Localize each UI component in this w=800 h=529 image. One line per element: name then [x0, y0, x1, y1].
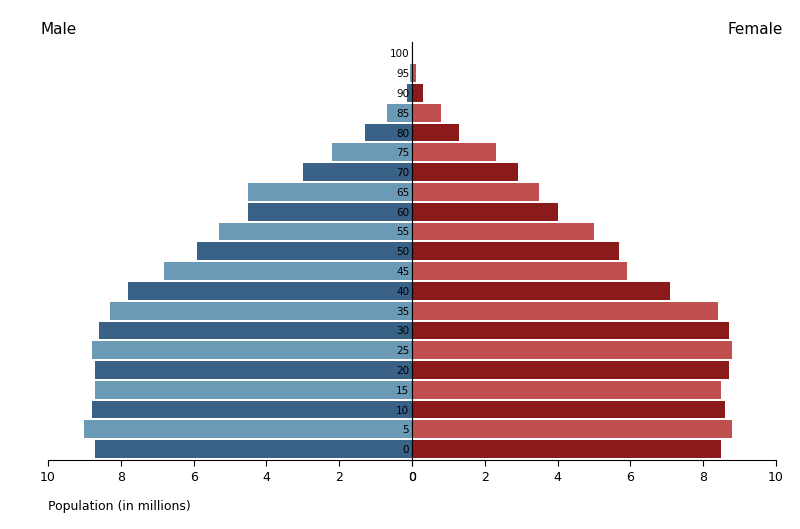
Bar — [332, 143, 412, 161]
Bar — [92, 341, 412, 359]
Bar — [99, 322, 412, 339]
Text: Population (in millions): Population (in millions) — [48, 500, 190, 513]
Bar — [386, 104, 412, 122]
Text: Female: Female — [728, 22, 783, 37]
Bar — [412, 163, 518, 181]
Bar — [412, 440, 722, 458]
Bar — [165, 262, 412, 280]
Bar — [365, 124, 412, 141]
Bar — [412, 124, 459, 141]
Bar — [302, 163, 412, 181]
Bar — [412, 242, 619, 260]
Bar — [248, 203, 412, 221]
Bar — [412, 183, 539, 201]
Bar — [412, 381, 722, 399]
Bar — [219, 223, 412, 240]
Bar — [412, 341, 732, 359]
Bar — [412, 282, 670, 300]
Bar — [412, 84, 423, 102]
Bar — [406, 84, 412, 102]
Bar — [84, 421, 412, 438]
Bar — [95, 361, 412, 379]
Bar — [412, 203, 558, 221]
Bar — [412, 421, 732, 438]
Bar — [412, 302, 718, 320]
Bar — [128, 282, 412, 300]
Bar — [92, 400, 412, 418]
Bar — [95, 381, 412, 399]
Bar — [412, 223, 594, 240]
Bar — [198, 242, 412, 260]
Bar — [95, 440, 412, 458]
Bar — [248, 183, 412, 201]
Bar — [412, 262, 626, 280]
Text: Male: Male — [41, 22, 77, 37]
Bar — [412, 143, 496, 161]
Bar — [412, 322, 729, 339]
Bar — [412, 400, 725, 418]
Bar — [412, 361, 729, 379]
Bar — [410, 65, 412, 82]
Bar — [110, 302, 412, 320]
Bar — [412, 104, 441, 122]
Bar — [412, 65, 416, 82]
